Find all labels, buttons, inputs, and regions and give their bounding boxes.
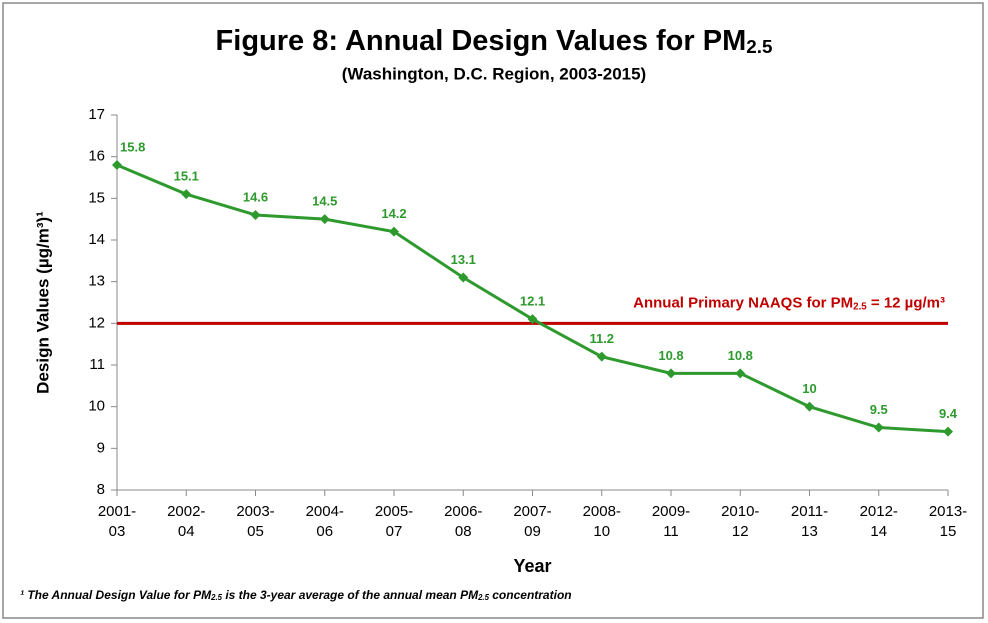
- data-point: [943, 426, 953, 437]
- x-tick-label: 04: [178, 523, 195, 540]
- x-tick-label: 2004-: [306, 503, 344, 520]
- x-tick-label: 2012-: [860, 503, 898, 520]
- data-label: 9.5: [870, 402, 888, 417]
- reference-label: Annual Primary NAAQS for PM2.5 = 12 µg/m…: [633, 294, 945, 312]
- x-tick-label: 07: [386, 523, 403, 540]
- chart-title-part: 2.5: [746, 36, 772, 57]
- x-tick-label: 11: [663, 523, 679, 540]
- x-tick-label: 2013-: [929, 503, 967, 520]
- data-label: 9.4: [939, 406, 958, 421]
- x-tick-label: 05: [247, 523, 264, 540]
- y-tick-label: 13: [88, 273, 105, 290]
- data-label: 11.2: [589, 331, 614, 346]
- x-tick-label: 14: [870, 523, 887, 540]
- x-tick-label: 2006-: [444, 503, 482, 520]
- data-label: 10.8: [728, 348, 753, 363]
- y-tick-label: 16: [88, 148, 105, 165]
- chart-title-part: Figure 8: Annual Design Values for PM: [216, 25, 747, 57]
- data-label: 12.1: [520, 294, 545, 309]
- y-tick-label: 8: [97, 481, 105, 498]
- data-label: 10: [802, 381, 816, 396]
- data-label: 13.1: [451, 252, 476, 267]
- reference-label-part: Annual Primary NAAQS for PM: [633, 294, 853, 311]
- x-tick-label: 13: [801, 523, 818, 540]
- chart-subtitle: (Washington, D.C. Region, 2003-2015): [342, 64, 646, 83]
- x-tick-label: 2002-: [167, 503, 205, 520]
- y-tick-label: 12: [88, 314, 105, 331]
- data-point: [596, 351, 607, 362]
- y-tick-label: 14: [88, 231, 105, 248]
- data-point: [735, 368, 746, 379]
- data-point: [181, 189, 192, 200]
- x-tick-label: 2005-: [375, 503, 413, 520]
- x-tick-label: 2011-: [791, 503, 828, 520]
- data-point: [458, 272, 469, 283]
- data-label: 14.5: [312, 194, 337, 209]
- data-point: [389, 226, 399, 237]
- x-tick-label: 2009-: [652, 503, 690, 520]
- x-tick-label: 2003-: [236, 503, 274, 520]
- y-tick-label: 11: [89, 356, 105, 373]
- x-tick-label: 06: [316, 523, 333, 540]
- x-tick-label: 2008-: [583, 503, 621, 520]
- footnote-part: concentration: [489, 588, 572, 602]
- data-label: 14.2: [381, 206, 406, 221]
- chart-title: Figure 8: Annual Design Values for PM2.5: [216, 25, 773, 57]
- data-point: [666, 368, 676, 379]
- x-tick-label: 10: [593, 523, 610, 540]
- data-point: [873, 422, 884, 433]
- y-tick-label: 10: [88, 398, 105, 415]
- data-label: 15.8: [120, 139, 145, 154]
- data-point: [319, 214, 330, 225]
- footnote-part: is the 3-year average of the annual mean…: [222, 588, 479, 602]
- y-tick-label: 9: [97, 439, 105, 456]
- footnote-part: ¹ The Annual Design Value for PM: [20, 588, 212, 602]
- x-axis-label: Year: [513, 556, 551, 576]
- x-tick-label: 2001-: [98, 503, 136, 520]
- data-label: 14.6: [243, 189, 268, 204]
- y-axis-label: Design Values (µg/m³)¹: [33, 211, 52, 394]
- footnote-part: 2.5: [210, 593, 223, 602]
- reference-label-part: = 12 µg/m³: [867, 294, 945, 311]
- x-tick-label: 08: [455, 523, 472, 540]
- data-point: [112, 160, 122, 170]
- x-tick-label: 12: [732, 523, 749, 540]
- reference-label-part: 2.5: [853, 301, 867, 312]
- data-label: 10.8: [658, 348, 683, 363]
- y-tick-label: 15: [88, 189, 105, 206]
- y-tick-label: 17: [88, 106, 105, 123]
- footnote: ¹ The Annual Design Value for PM2.5 is t…: [20, 588, 572, 602]
- data-point: [250, 210, 261, 220]
- x-tick-label: 2010-: [721, 503, 759, 520]
- x-tick-label: 09: [524, 523, 541, 540]
- data-point: [527, 314, 538, 325]
- data-label: 15.1: [174, 169, 199, 184]
- x-tick-label: 2007-: [513, 503, 551, 520]
- x-tick-label: 15: [940, 523, 957, 540]
- x-tick-label: 03: [109, 523, 126, 540]
- data-point: [804, 401, 815, 412]
- footnote-part: 2.5: [477, 593, 490, 602]
